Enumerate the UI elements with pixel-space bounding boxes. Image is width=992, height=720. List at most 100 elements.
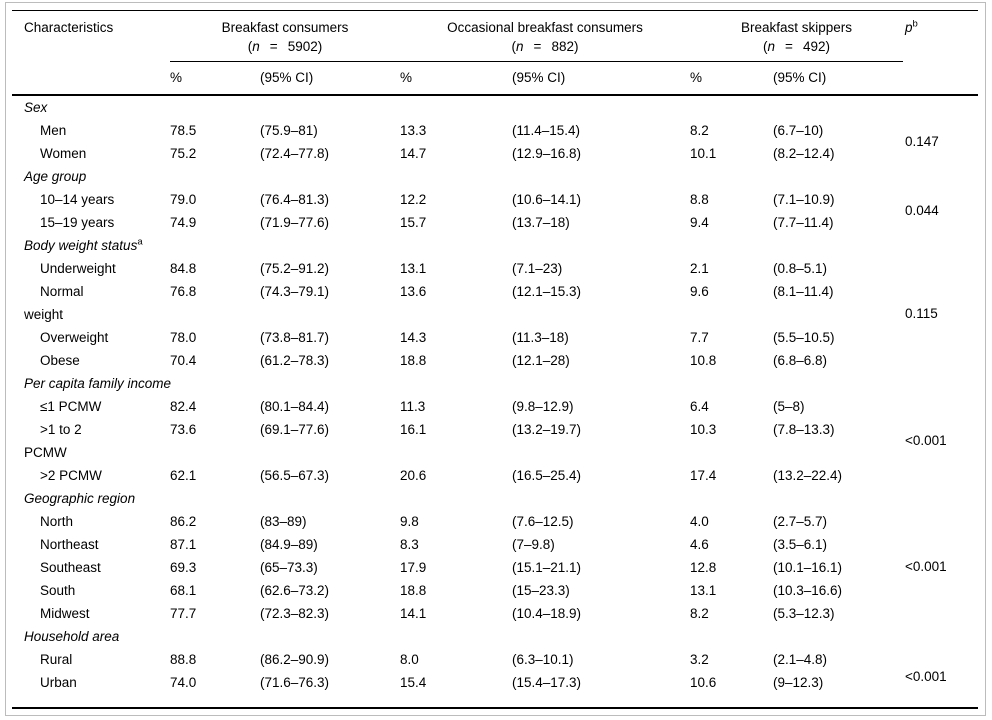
row-label: Northeast — [40, 536, 99, 552]
pct-cell: 9.8 — [400, 513, 419, 529]
ci-cell: (69.1–77.6) — [260, 421, 330, 437]
pct-cell: 20.6 — [400, 467, 427, 483]
pct-cell: 14.3 — [400, 329, 427, 345]
ci-cell: (5–8) — [773, 398, 805, 414]
ci-cell: (10.6–14.1) — [512, 191, 582, 207]
ci-cell: (75.2–91.2) — [260, 260, 330, 276]
ci-cell: (7.7–11.4) — [773, 214, 834, 230]
pct-cell: 88.8 — [170, 651, 197, 667]
table-row: Southeast 69.3 (65–73.3) 17.9 (15.1–21.1… — [12, 556, 978, 579]
pct-cell: 16.1 — [400, 421, 427, 437]
pct-column-header: % — [170, 61, 260, 96]
table-row: >1 to 2 PCMW 73.6 (69.1–77.6) 16.1 (13.2–… — [12, 418, 978, 464]
pct-cell: 68.1 — [170, 582, 197, 598]
table-row: North 86.2 (83–89) 9.8 (7.6–12.5) 4.0 (2… — [12, 510, 978, 575]
p-value: <0.001 — [903, 647, 979, 709]
row-label: Obese — [40, 352, 80, 368]
pct-cell: 78.0 — [170, 329, 197, 345]
header-row-groups: Characteristics Breakfast consumers (n = 5… — [12, 10, 979, 96]
ci-cell: (11.4–15.4) — [512, 122, 581, 138]
row-label: Women — [40, 145, 87, 161]
ci-column-header: (95% CI) — [512, 61, 690, 96]
pct-cell: 10.1 — [690, 145, 717, 161]
row-label: Rural — [40, 651, 73, 667]
ci-cell: (65–73.3) — [260, 559, 318, 575]
section-row: Household area — [12, 625, 978, 648]
group-title: Breakfast consumers — [221, 20, 349, 35]
pct-cell: 8.0 — [400, 651, 419, 667]
table-row: ≤1 PCMW 82.4 (80.1–84.4) 11.3 (9.8–12.9)… — [12, 395, 978, 448]
row-label: ≤1 PCMW — [40, 398, 102, 414]
ci-cell: (5.5–10.5) — [773, 329, 835, 345]
ci-cell: (6.8–6.8) — [773, 352, 828, 368]
ci-cell: (11.3–18) — [512, 329, 569, 345]
section-row: Per capita family income — [12, 372, 978, 395]
group-header-occasional-consumers: Occasional breakfast consumers (n = 882) — [400, 10, 690, 62]
group-header-breakfast-skippers: Breakfast skippers (n = 492) — [690, 10, 904, 62]
section-header-region: Geographic region — [24, 490, 136, 506]
row-label: North — [40, 513, 74, 529]
pct-cell: 3.2 — [690, 651, 709, 667]
ci-cell: (62.6–73.2) — [260, 582, 330, 598]
pct-cell: 6.4 — [690, 398, 709, 414]
p-value: <0.001 — [905, 432, 947, 448]
section-row: Sex — [12, 95, 978, 119]
ci-cell: (84.9–89) — [260, 536, 318, 552]
p-value: 0.044 — [905, 202, 939, 218]
row-label: South — [40, 582, 76, 598]
pct-cell: 79.0 — [170, 191, 197, 207]
pct-cell: 75.2 — [170, 145, 197, 161]
pct-cell: 14.7 — [400, 145, 427, 161]
ci-cell: (76.4–81.3) — [260, 191, 330, 207]
ci-cell: (2.1–4.8) — [773, 651, 828, 667]
pct-cell: 12.2 — [400, 191, 427, 207]
pct-cell: 69.3 — [170, 559, 197, 575]
pct-cell: 13.1 — [400, 260, 427, 276]
section-header-household-area: Household area — [24, 628, 120, 644]
group-title: Breakfast skippers — [740, 20, 853, 35]
pct-cell: 18.8 — [400, 582, 427, 598]
pct-cell: 18.8 — [400, 352, 427, 368]
ci-cell: (7.1–10.9) — [773, 191, 835, 207]
pct-cell: 4.0 — [690, 513, 709, 529]
table-row: 10–14 years 79.0 (76.4–81.3) 12.2 (10.6–… — [12, 188, 978, 218]
pct-cell: 8.8 — [690, 191, 709, 207]
ci-cell: (12.9–16.8) — [512, 145, 582, 161]
ci-cell: (71.9–77.6) — [260, 214, 330, 230]
pct-cell: 14.1 — [400, 605, 427, 621]
pct-cell: 74.9 — [170, 214, 197, 230]
ci-cell: (7–9.8) — [512, 536, 555, 552]
ci-cell: (13.2–19.7) — [512, 421, 582, 437]
header-row-subcolumns: % (95% CI) % (95% CI) % (95% CI) — [12, 61, 978, 96]
ci-cell: (13.7–18) — [512, 214, 570, 230]
ci-cell: (16.5–25.4) — [512, 467, 582, 483]
row-label: Underweight — [40, 260, 116, 276]
pct-cell: 2.1 — [690, 260, 709, 276]
pct-cell: 15.7 — [400, 214, 427, 230]
group-title: Occasional breakfast consumers — [447, 20, 643, 35]
ci-cell: (13.2–22.4) — [773, 467, 843, 483]
pct-cell: 77.7 — [170, 605, 197, 621]
ci-cell: (86.2–90.9) — [260, 651, 330, 667]
p-column-header: pb — [903, 10, 979, 96]
pct-cell: 73.6 — [170, 421, 197, 437]
pct-cell: 9.6 — [690, 283, 709, 299]
pct-cell: 9.4 — [690, 214, 709, 230]
figure-frame — [5, 2, 986, 716]
table-row: Rural 88.8 (86.2–90.9) 8.0 (6.3–10.1) 3.… — [12, 647, 979, 709]
ci-cell: (61.2–78.3) — [260, 352, 330, 368]
group-n: (n = 882) — [511, 39, 579, 54]
group-header-breakfast-consumers: Breakfast consumers (n = 5902) — [170, 10, 400, 62]
row-label: Overweight — [40, 329, 109, 345]
table-row: Normal weight 76.8 (74.3–79.1) 13.6 (12.1… — [12, 280, 978, 326]
ci-cell: (8.2–12.4) — [773, 145, 835, 161]
table-row: Underweight 84.8 (75.2–91.2) 13.1 (7.1–2… — [12, 257, 978, 322]
ci-cell: (10.4–18.9) — [512, 605, 582, 621]
ci-cell: (15.4–17.3) — [512, 670, 690, 709]
group-n: (n = 492) — [763, 39, 830, 54]
section-row: Body weight statusa — [12, 234, 978, 257]
pct-cell: 13.3 — [400, 122, 427, 138]
pct-cell: 8.2 — [690, 605, 709, 621]
pct-cell: 74.0 — [170, 670, 260, 709]
pct-cell: 78.5 — [170, 122, 197, 138]
